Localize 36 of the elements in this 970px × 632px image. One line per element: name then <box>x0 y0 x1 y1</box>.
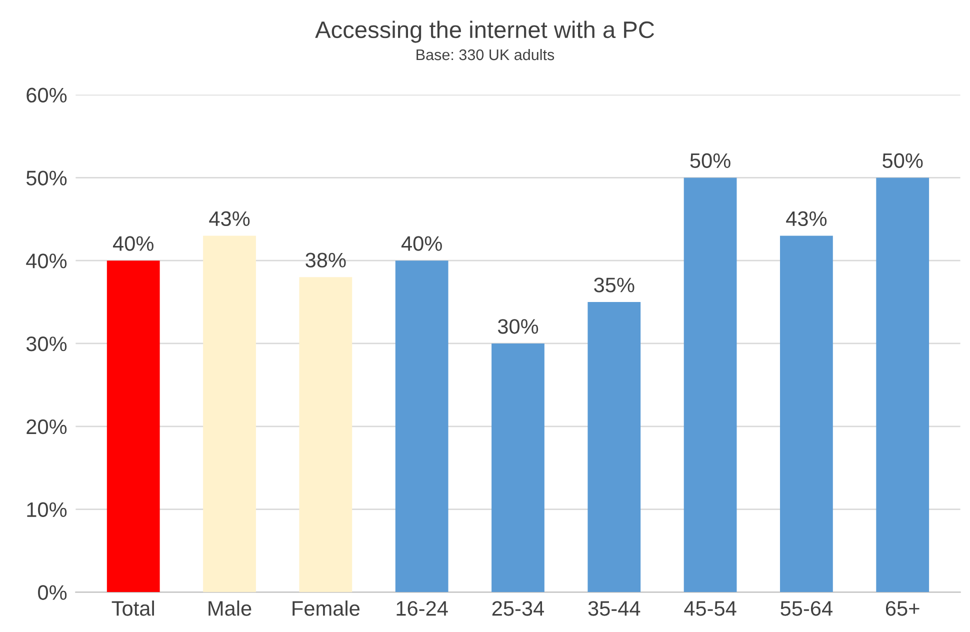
data-label: 30% <box>498 319 538 334</box>
bar <box>203 236 256 592</box>
data-label: 38% <box>306 252 346 268</box>
bar <box>395 260 448 592</box>
data-label: 40% <box>401 236 442 251</box>
chart-subtitle: Base: 330 UK adults <box>416 48 554 60</box>
bar <box>684 178 737 592</box>
bar <box>588 302 641 592</box>
data-label: 50% <box>882 153 923 168</box>
y-tick-label: 10% <box>27 502 67 518</box>
x-tick-label: 65+ <box>886 601 920 616</box>
x-tick-label: 55-64 <box>780 601 832 616</box>
bar <box>780 236 833 592</box>
y-tick-label: 0% <box>38 585 67 600</box>
y-tick-label: 20% <box>26 419 67 434</box>
y-tick-label: 40% <box>26 254 67 268</box>
y-tick-label: 50% <box>26 170 67 186</box>
x-tick-label: 25-34 <box>492 601 544 616</box>
x-tick-label: Female <box>292 600 360 616</box>
bar <box>106 260 160 592</box>
bar <box>299 277 352 592</box>
data-label: 50% <box>690 153 730 168</box>
x-tick-label: 45-54 <box>684 601 736 616</box>
data-label: 35% <box>594 278 634 292</box>
data-label: 43% <box>209 211 250 226</box>
x-tick-label: 16-24 <box>396 601 448 616</box>
data-label: 43% <box>786 211 827 226</box>
x-tick-label: Total <box>112 600 154 616</box>
bar <box>876 178 930 592</box>
data-label: 40% <box>112 236 154 251</box>
x-tick-label: 35-44 <box>588 601 640 616</box>
x-tick-label: Male <box>208 600 252 616</box>
y-tick-label: 30% <box>26 336 67 352</box>
chart-title: Accessing the internet with a PC <box>315 20 654 43</box>
bar <box>492 343 544 592</box>
y-tick-label: 60% <box>26 88 67 103</box>
